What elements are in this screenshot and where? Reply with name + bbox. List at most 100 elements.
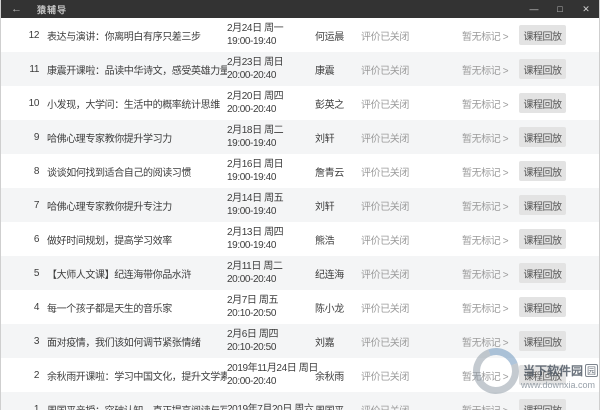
teacher-name: 刘嘉 xyxy=(315,337,335,349)
course-time: 20:00-20:40 xyxy=(227,70,276,81)
course-date: 2月23日 周日 xyxy=(227,57,284,68)
course-date: 2月7日 周五 xyxy=(227,295,279,306)
replay-button-cell: 课程回放 xyxy=(519,195,599,215)
replay-button-cell: 课程回放 xyxy=(519,331,599,351)
evaluation-status: 评价已关闭 xyxy=(361,133,409,145)
course-title: 哈佛心理专家教你提升专注力 xyxy=(47,201,172,213)
notes-link[interactable]: 暂无标记 > xyxy=(462,235,509,247)
notes-link[interactable]: 暂无标记 > xyxy=(462,133,509,145)
evaluation-status: 评价已关闭 xyxy=(361,235,409,247)
course-row: 9 哈佛心理专家教你提升学习力 2月18日 周二 19:00-19:40 刘轩 … xyxy=(1,120,599,154)
course-row: 4 每一个孩子都是天生的音乐家 2月7日 周五 20:10-20:50 陈小龙 … xyxy=(1,290,599,324)
course-datetime: 2月18日 周二 19:00-19:40 xyxy=(227,124,315,150)
evaluation-status: 评价已关闭 xyxy=(361,65,409,77)
evaluation-status: 评价已关闭 xyxy=(361,99,409,111)
replay-button[interactable]: 课程回放 xyxy=(519,195,566,215)
replay-button-cell: 课程回放 xyxy=(519,365,599,385)
course-datetime: 2月13日 周四 19:00-19:40 xyxy=(227,226,315,252)
course-number: 12 xyxy=(28,29,40,41)
course-time: 19:00-19:40 xyxy=(227,240,276,251)
evaluation-status: 评价已关闭 xyxy=(361,371,409,383)
replay-button[interactable]: 课程回放 xyxy=(519,127,566,147)
replay-button-cell: 课程回放 xyxy=(519,93,599,113)
back-arrow-icon[interactable]: ← xyxy=(11,3,22,15)
course-row: 5 【大师人文课】纪连海带你品水浒 2月11日 周二 20:00-20:40 纪… xyxy=(1,256,599,290)
course-date: 2月18日 周二 xyxy=(227,125,284,136)
course-date: 2019年7月20日 周六 xyxy=(227,403,314,410)
course-row: 10 小发现，大学问：生活中的概率统计思维 2月20日 周四 20:00-20:… xyxy=(1,86,599,120)
course-title: 【大师人文课】纪连海带你品水浒 xyxy=(47,269,191,281)
notes-link[interactable]: 暂无标记 > xyxy=(462,31,509,43)
course-number: 9 xyxy=(33,131,40,143)
replay-button[interactable]: 课程回放 xyxy=(519,161,566,181)
course-number: 5 xyxy=(33,267,40,279)
evaluation-status: 评价已关闭 xyxy=(361,402,462,410)
course-datetime: 2月24日 周一 19:00-19:40 xyxy=(227,22,315,48)
notes-link[interactable]: 暂无标记 > xyxy=(462,99,509,111)
notes-link[interactable]: 暂无标记 > xyxy=(462,201,509,213)
evaluation-status: 评价已关闭 xyxy=(361,337,409,349)
course-time: 19:00-19:40 xyxy=(227,206,276,217)
minimize-icon[interactable]: — xyxy=(529,4,539,14)
notes-link[interactable]: 暂无标记 > xyxy=(462,337,509,349)
replay-button[interactable]: 课程回放 xyxy=(519,365,566,385)
course-title: 康震开课啦：品读中华诗文，感受英雄力量 xyxy=(47,65,227,77)
evaluation-status: 评价已关闭 xyxy=(361,31,409,43)
course-title: 哈佛心理专家教你提升学习力 xyxy=(47,133,172,145)
maximize-icon[interactable]: □ xyxy=(557,4,563,14)
course-number: 8 xyxy=(33,165,40,177)
replay-button[interactable]: 课程回放 xyxy=(519,25,566,45)
replay-button[interactable]: 课程回放 xyxy=(519,59,566,79)
course-time: 20:00-20:40 xyxy=(227,104,276,115)
course-datetime: 2月7日 周五 20:10-20:50 xyxy=(227,294,315,320)
course-time: 20:10-20:50 xyxy=(227,342,276,353)
course-row: 2 余秋雨开课啦：学习中国文化，提升文学素养 2019年11月24日 周日 20… xyxy=(1,358,599,392)
replay-button[interactable]: 课程回放 xyxy=(519,331,566,351)
teacher-name: 刘轩 xyxy=(315,133,335,145)
replay-button[interactable]: 课程回放 xyxy=(519,399,566,410)
replay-button-cell: 课程回放 xyxy=(519,161,599,181)
course-number: 2 xyxy=(33,369,40,381)
course-number: 6 xyxy=(33,233,40,245)
notes-link[interactable]: 暂无标记 > xyxy=(462,167,509,179)
replay-button[interactable]: 课程回放 xyxy=(519,229,566,249)
course-title: 面对疫情，我们该如何调节紧张情绪 xyxy=(47,337,201,349)
course-datetime: 2月11日 周二 20:00-20:40 xyxy=(227,260,315,286)
notes-link[interactable]: 暂无标记 > xyxy=(462,269,509,281)
notes-link[interactable]: 暂无标记 > xyxy=(462,371,509,383)
teacher-name: 康震 xyxy=(315,65,335,77)
course-number: 4 xyxy=(33,301,40,313)
course-datetime: 2月16日 周日 19:00-19:40 xyxy=(227,158,315,184)
replay-button[interactable]: 课程回放 xyxy=(519,263,566,283)
course-date: 2月14日 周五 xyxy=(227,193,284,204)
notes-link[interactable]: 暂无标记 > xyxy=(462,65,509,77)
course-row: 7 哈佛心理专家教你提升专注力 2月14日 周五 19:00-19:40 刘轩 … xyxy=(1,188,599,222)
course-time: 19:00-19:40 xyxy=(227,172,276,183)
replay-button-cell: 课程回放 xyxy=(519,297,599,317)
course-title: 谈谈如何找到适合自己的阅读习惯 xyxy=(47,167,191,179)
course-datetime: 2月6日 周四 20:10-20:50 xyxy=(227,328,315,354)
close-icon[interactable]: ✕ xyxy=(582,3,590,14)
course-datetime: 2019年7月20日 周六 xyxy=(227,403,315,410)
replay-button-cell: 课程回放 xyxy=(519,263,599,283)
teacher-name: 余秋雨 xyxy=(315,371,344,383)
course-title: 做好时间规划，提高学习效率 xyxy=(47,235,172,247)
replay-button[interactable]: 课程回放 xyxy=(519,93,566,113)
course-date: 2月11日 周二 xyxy=(227,261,283,272)
evaluation-status: 评价已关闭 xyxy=(361,269,409,281)
course-row: 11 康震开课啦：品读中华诗文，感受英雄力量 2月23日 周日 20:00-20… xyxy=(1,52,599,86)
evaluation-status: 评价已关闭 xyxy=(361,201,409,213)
replay-button[interactable]: 课程回放 xyxy=(519,297,566,317)
course-title: 每一个孩子都是天生的音乐家 xyxy=(47,303,172,315)
course-row: 8 谈谈如何找到适合自己的阅读习惯 2月16日 周日 19:00-19:40 詹… xyxy=(1,154,599,188)
replay-button-cell: 课程回放 xyxy=(519,127,599,147)
notes-link[interactable]: 暂无标记 > xyxy=(462,402,519,410)
course-datetime: 2月23日 周日 20:00-20:40 xyxy=(227,56,315,82)
course-title: 小发现，大学问：生活中的概率统计思维 xyxy=(47,99,220,111)
notes-link[interactable]: 暂无标记 > xyxy=(462,303,509,315)
replay-button-cell: 课程回放 xyxy=(519,229,599,249)
course-row: 1 周国平亲授：突破认知，真正提高阅读与写作能力 2019年7月20日 周六 周… xyxy=(1,392,599,410)
teacher-name: 纪连海 xyxy=(315,269,344,281)
title-bar: ← 猿辅导 — □ ✕ xyxy=(1,0,599,18)
course-number: 10 xyxy=(28,97,40,109)
